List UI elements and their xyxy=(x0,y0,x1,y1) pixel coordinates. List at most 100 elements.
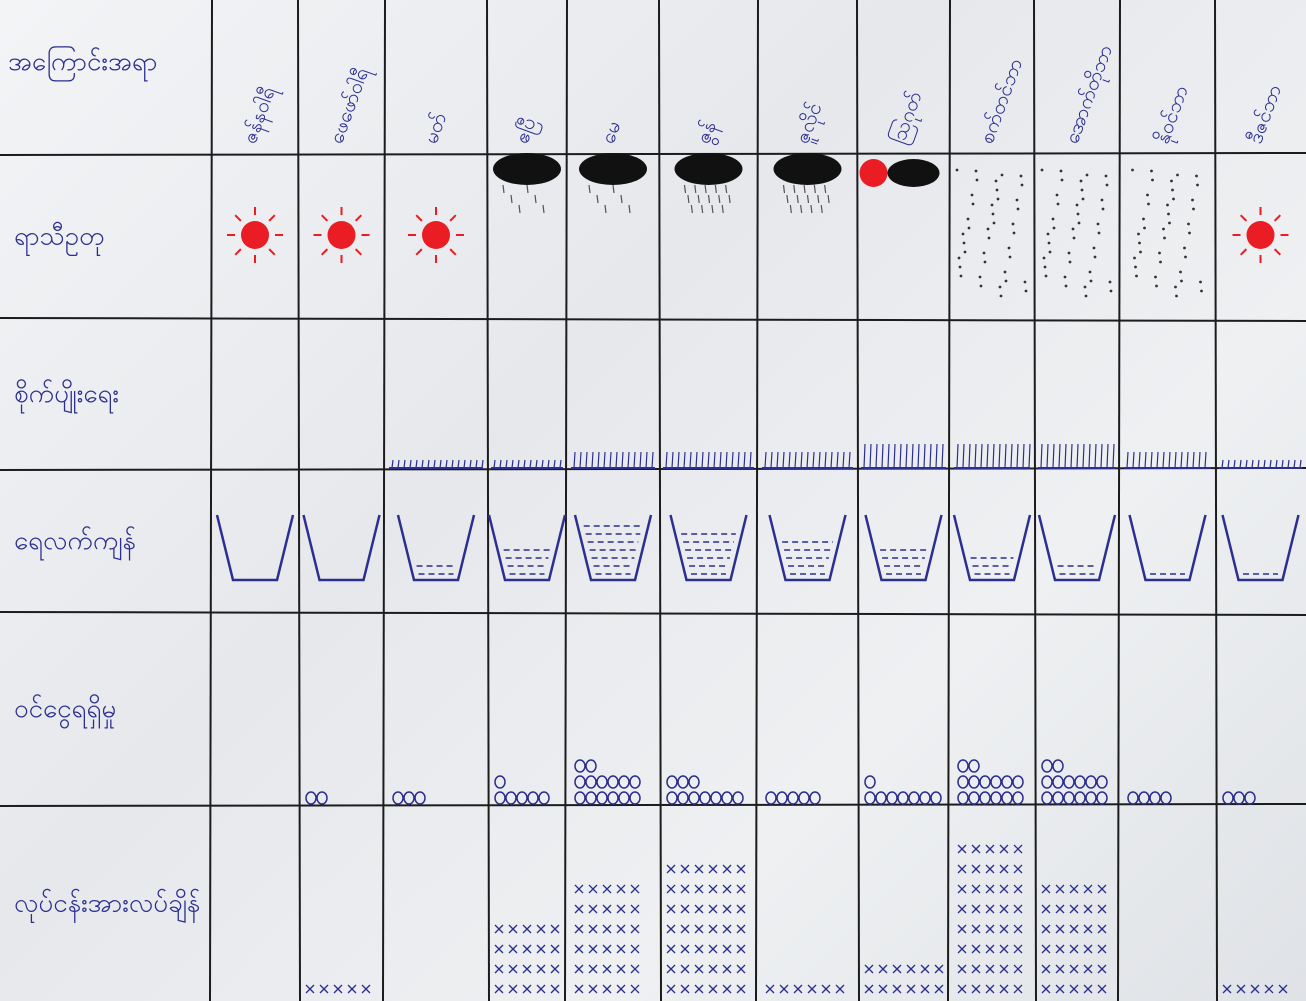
crop-stroke xyxy=(707,451,710,469)
free-time-mark xyxy=(985,924,995,934)
crop-stroke xyxy=(935,443,938,469)
crop-stroke xyxy=(770,451,773,469)
free-time-mark xyxy=(821,984,831,994)
crop-stroke xyxy=(451,459,454,469)
free-time-mark xyxy=(616,904,626,914)
free-time-mark xyxy=(494,924,504,934)
drizzle-dot xyxy=(1108,280,1112,284)
free-time-mark xyxy=(1055,924,1065,934)
drizzle-dot xyxy=(1143,226,1146,230)
free-time-mark xyxy=(892,964,902,974)
free-time-mark xyxy=(1055,884,1065,894)
free-time-mark xyxy=(736,924,746,934)
drizzle-dot xyxy=(1175,294,1178,298)
water-bucket xyxy=(396,514,476,582)
money-bag-icon xyxy=(1063,791,1075,805)
crop-stroke xyxy=(517,459,520,469)
free-time-mark xyxy=(522,984,532,994)
free-time-mark xyxy=(616,964,626,974)
rain-drop xyxy=(714,184,717,194)
grid-column-line xyxy=(755,0,759,1001)
crop-stroke xyxy=(671,451,674,469)
free-time-mark xyxy=(361,984,371,994)
rain-drop xyxy=(793,184,796,194)
money-bag-icon xyxy=(875,791,887,805)
free-time-mark xyxy=(694,944,704,954)
crop-stroke xyxy=(511,459,514,469)
free-time-mark xyxy=(999,944,1009,954)
rain-drop xyxy=(683,184,687,194)
drizzle-dot xyxy=(1171,188,1174,192)
free-time-mark xyxy=(1097,884,1107,894)
free-time-mark xyxy=(1069,964,1079,974)
money-bag-icon xyxy=(1052,775,1064,789)
free-time-mark xyxy=(1097,984,1107,994)
grid-column-line xyxy=(856,0,860,1001)
free-time-mark xyxy=(971,944,981,954)
free-time-mark xyxy=(1041,984,1051,994)
free-time-mark xyxy=(722,884,732,894)
grid-row-line xyxy=(0,317,1306,322)
crop-stroke xyxy=(1198,451,1201,469)
crop-stroke xyxy=(633,451,636,469)
crop-stroke xyxy=(986,443,989,469)
money-bag-icon xyxy=(1244,791,1256,805)
free-time-mark xyxy=(1055,964,1065,974)
crop-stroke xyxy=(529,459,532,469)
free-time-mark xyxy=(680,984,690,994)
drizzle-dot xyxy=(1040,168,1044,172)
drizzle-dot xyxy=(1072,236,1076,240)
month-label: အောက်တိုဘာ xyxy=(1059,42,1121,149)
drizzle-dot xyxy=(1004,279,1008,283)
money-bag-icon xyxy=(677,791,689,805)
money-bag-icon xyxy=(990,791,1002,805)
drizzle-dot xyxy=(1146,193,1149,197)
free-time-mark xyxy=(536,944,546,954)
drizzle-dot xyxy=(1051,217,1055,221)
sun-ray xyxy=(1273,214,1282,222)
crop-stroke xyxy=(800,451,803,469)
rain-drop xyxy=(813,184,816,194)
crop-stroke xyxy=(627,451,630,469)
crop-stroke xyxy=(547,459,550,469)
free-time-mark xyxy=(319,984,329,994)
crop-stroke xyxy=(609,451,612,469)
money-bag-icon xyxy=(505,791,517,805)
rain-drop xyxy=(697,194,700,204)
free-time-mark xyxy=(999,964,1009,974)
drizzle-dot xyxy=(1139,250,1142,254)
money-bag-icon xyxy=(897,791,909,805)
drizzle-dot xyxy=(962,241,966,245)
crop-stroke xyxy=(1239,459,1242,469)
free-time-mark xyxy=(1055,944,1065,954)
free-time-mark xyxy=(536,964,546,974)
free-time-mark xyxy=(630,904,640,914)
rain-drop xyxy=(612,184,615,194)
drizzle-dot xyxy=(1092,246,1096,250)
crop-stroke xyxy=(1144,451,1147,469)
money-bag-icon xyxy=(864,791,876,805)
free-time-mark xyxy=(602,924,612,934)
drizzle-dot xyxy=(1184,255,1187,259)
drizzle-dot xyxy=(1093,255,1097,259)
free-time-mark xyxy=(1041,884,1051,894)
drizzle-dot xyxy=(983,260,987,264)
drizzle-dot xyxy=(1059,169,1063,173)
free-time-mark xyxy=(1069,984,1079,994)
crop-stroke xyxy=(992,443,995,469)
drizzle-dot xyxy=(1088,270,1092,274)
money-bag-icon xyxy=(538,791,550,805)
grid-column-line xyxy=(486,0,490,1001)
money-bag-icon xyxy=(316,791,328,805)
free-time-mark xyxy=(494,964,504,974)
free-time-mark xyxy=(574,924,584,934)
crop-stroke xyxy=(499,459,502,469)
crop-stroke xyxy=(737,451,740,469)
free-time-mark xyxy=(1097,924,1107,934)
free-time-mark xyxy=(666,984,676,994)
money-bag-icon xyxy=(699,791,711,805)
sun-ray xyxy=(415,248,423,256)
money-bag-icon xyxy=(721,791,733,805)
sun-icon xyxy=(327,221,356,249)
